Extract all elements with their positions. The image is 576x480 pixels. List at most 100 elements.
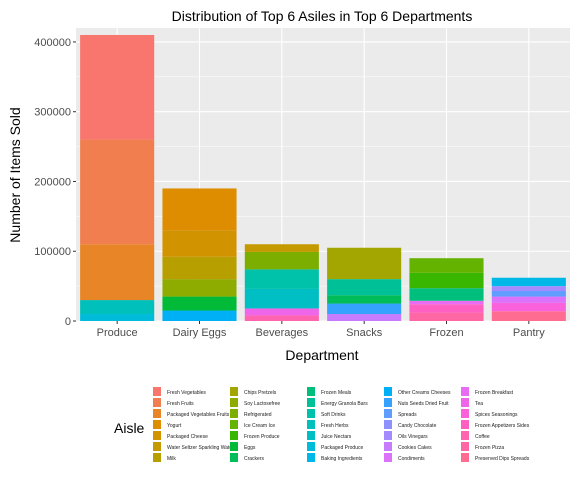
bar-segment (327, 303, 402, 315)
legend-swatch (461, 442, 469, 451)
bar-segment (162, 256, 237, 280)
legend-swatch (461, 398, 469, 407)
bar-segment (244, 251, 319, 270)
bar-segment (162, 310, 237, 321)
y-tick-label: 400000 (34, 37, 71, 49)
legend-swatch (461, 420, 469, 429)
bar-segment (162, 279, 237, 297)
legend-label: Frozen Produce (244, 434, 280, 440)
bars (80, 34, 566, 321)
legend-label: Preserved Dips Spreads (475, 456, 530, 462)
legend-swatch (230, 398, 238, 407)
x-tick-label: Snacks (346, 327, 383, 339)
bar-segment (409, 300, 484, 305)
legend-label: Frozen Meals (321, 390, 352, 396)
legend-swatch (153, 387, 161, 396)
y-tick-label: 300000 (34, 107, 71, 119)
bar-segment (80, 244, 155, 301)
y-axis: 0 100000 200000 300000 400000 (34, 37, 76, 328)
legend: Aisle Fresh Vegetables Fresh Fruits Packag… (114, 387, 530, 462)
bar-segment (162, 230, 237, 257)
bar-segment (244, 288, 319, 309)
bar-segment (80, 300, 155, 315)
legend-label: Packaged Vegetables Fruits (167, 412, 230, 418)
legend-swatch (153, 431, 161, 440)
legend-label: Packaged Produce (321, 445, 363, 451)
legend-swatch (307, 442, 315, 451)
legend-label: Coffee (475, 434, 490, 440)
bar-segment (80, 314, 155, 321)
legend-label: Eggs (244, 445, 256, 451)
bar-segment (409, 258, 484, 273)
legend-swatch (461, 409, 469, 418)
legend-label: Packaged Cheese (167, 434, 208, 440)
y-tick-label: 200000 (34, 176, 71, 188)
legend-swatch (461, 431, 469, 440)
bar-segment (491, 291, 566, 297)
legend-swatch (307, 420, 315, 429)
x-tick-label: Beverages (256, 327, 309, 339)
legend-swatch (153, 409, 161, 418)
legend-swatch (307, 431, 315, 440)
legend-label: Fresh Vegetables (167, 390, 206, 396)
x-axis: Produce Dairy Eggs Beverages Snacks Frozen Pa… (97, 321, 545, 339)
legend-label: Cookies Cakes (398, 445, 432, 451)
legend-swatch (384, 431, 392, 440)
legend-items: Fresh Vegetables Fresh Fruits Packaged Veg… (153, 387, 530, 462)
legend-label: Spreads (398, 412, 417, 418)
legend-swatch (384, 409, 392, 418)
bar-segment (327, 295, 402, 304)
legend-label: Frozen Pizza (475, 445, 504, 451)
legend-swatch (230, 409, 238, 418)
bar-segment (244, 308, 319, 316)
bar-segment (244, 244, 319, 252)
legend-swatch (307, 398, 315, 407)
legend-label: Refrigerated (244, 412, 272, 418)
legend-title: Aisle (114, 420, 145, 436)
legend-label: Frozen Breakfast (475, 390, 514, 396)
legend-swatch (461, 453, 469, 462)
legend-label: Juice Nectars (321, 434, 352, 440)
legend-label: Crackers (244, 456, 265, 462)
x-tick-label: Dairy Eggs (173, 327, 227, 339)
legend-label: Frozen Appetizers Sides (475, 423, 530, 429)
bar-segment (327, 279, 402, 296)
legend-label: Water Seltzer Sparkling Water (167, 445, 234, 451)
legend-swatch (230, 431, 238, 440)
x-tick-label: Pantry (513, 327, 545, 339)
legend-swatch (230, 453, 238, 462)
x-tick-label: Frozen (429, 327, 463, 339)
legend-swatch (230, 420, 238, 429)
legend-label: Chips Pretzels (244, 390, 277, 396)
bar-segment (327, 247, 402, 280)
bar-segment (409, 272, 484, 289)
y-tick-label: 100000 (34, 246, 71, 258)
legend-swatch (153, 442, 161, 451)
bar-segment (491, 311, 566, 321)
legend-swatch (153, 420, 161, 429)
gridlines (76, 28, 570, 322)
legend-swatch (461, 387, 469, 396)
legend-swatch (307, 387, 315, 396)
legend-label: Condiments (398, 456, 425, 462)
legend-swatch (384, 420, 392, 429)
bar-segment (409, 304, 484, 313)
legend-swatch (307, 409, 315, 418)
bar-segment (327, 314, 402, 321)
legend-swatch (153, 453, 161, 462)
bar-segment (162, 296, 237, 311)
bar-segment (409, 288, 484, 301)
legend-swatch (384, 387, 392, 396)
legend-label: Spices Seasonings (475, 412, 518, 418)
legend-swatch (384, 453, 392, 462)
legend-swatch (384, 442, 392, 451)
legend-swatch (384, 398, 392, 407)
legend-swatch (307, 453, 315, 462)
x-axis-title: Department (285, 347, 358, 363)
legend-label: Ice Cream Ice (244, 423, 275, 429)
legend-label: Candy Chocolate (398, 423, 437, 429)
y-axis-title: Number of Items Sold (7, 107, 23, 242)
y-tick-label: 0 (65, 316, 71, 328)
legend-label: Milk (167, 456, 176, 462)
